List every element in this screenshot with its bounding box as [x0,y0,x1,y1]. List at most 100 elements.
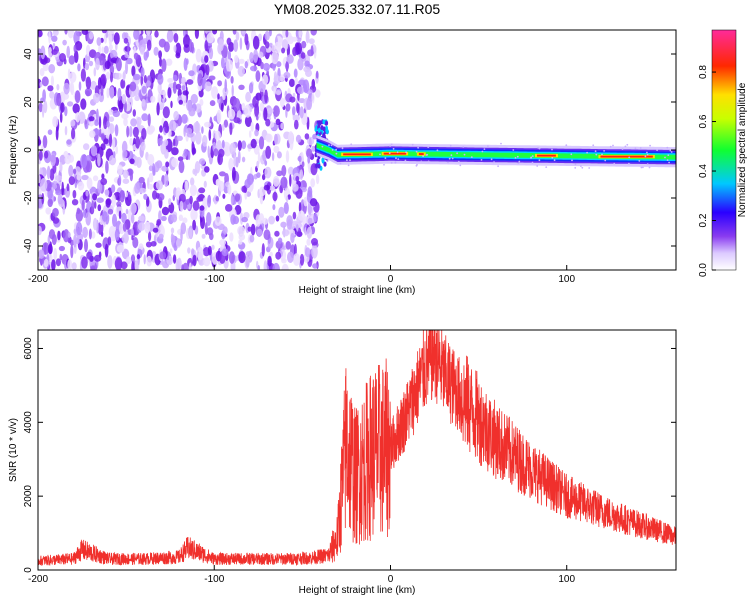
noise-blob [170,227,175,234]
noise-blob [180,76,186,85]
noise-blob [93,67,97,77]
noise-blob [109,64,115,75]
noise-blob [204,81,212,92]
signal-speckle [436,149,439,152]
noise-blob [268,215,275,225]
noise-blob [280,176,288,189]
signal-speckle [350,143,353,146]
noise-blob [57,230,61,241]
noise-blob [80,68,86,82]
noise-blob [144,221,151,234]
noise-blob [134,182,141,194]
noise-blob [141,85,147,94]
noise-blob [221,57,225,69]
signal-speckle [470,156,473,159]
noise-blob [219,239,227,246]
noise-blob [52,183,58,189]
signal-speckle [646,153,649,156]
noise-blob [101,173,105,180]
noise-blob [275,251,282,260]
noise-blob [299,106,304,119]
noise-blob [269,185,276,191]
noise-blob [114,257,123,270]
noise-blob [133,30,140,40]
noise-blob [113,32,120,45]
noise-blob [166,30,174,43]
noise-blob [77,181,85,191]
noise-blob [285,30,289,38]
noise-blob [297,57,304,71]
signal-speckle [335,148,337,151]
noise-blob [191,248,195,256]
noise-blob [241,30,246,34]
noise-blob [52,42,56,49]
noise-blob [73,44,77,53]
noise-blob [248,82,254,94]
spectrogram-x-ticks: -200 -100 0 100 [28,265,576,285]
noise-blob [199,205,205,211]
noise-blob [114,124,119,137]
x-tick-label: 100 [558,574,575,585]
noise-blob [73,50,79,63]
noise-blob [201,233,206,239]
signal-speckle [594,150,597,153]
noise-blob [39,81,43,88]
signal-speckle [456,152,458,155]
noise-blob [41,104,45,118]
noise-blob [71,199,79,206]
noise-blob [161,58,167,72]
noise-blob [47,129,53,135]
signal-speckle [448,157,451,160]
noise-blob [109,86,115,99]
noise-blob [156,219,162,226]
noise-blob [202,135,208,147]
noise-blob [120,79,126,89]
noise-blob [49,91,55,99]
noise-blob [273,133,278,145]
noise-blob [216,178,221,186]
signal-speckle [601,153,603,156]
signal-speckle [574,163,577,166]
noise-blob [298,155,302,163]
signal-speckle [392,147,395,150]
noise-blob [257,151,261,165]
noise-blob [189,228,193,240]
noise-blob [317,163,321,169]
noise-blob [97,153,101,167]
noise-blob [286,54,294,64]
noise-blob [121,113,129,120]
noise-blob [295,42,303,55]
noise-blob [235,31,240,41]
noise-blob [263,184,271,191]
noise-blob [84,123,89,130]
signal-speckle [405,151,407,154]
noise-blob [64,125,68,136]
signal-speckle [649,144,651,147]
noise-blob [77,63,81,72]
signal-speckle [415,150,418,153]
noise-blob [255,92,262,101]
noise-blob [176,135,183,141]
noise-blob [265,133,273,143]
y-tick-label: 40 [23,48,34,60]
signal-speckle [341,147,344,150]
noise-blob [38,249,45,259]
noise-blob [230,214,236,225]
noise-blob [128,125,133,138]
noise-blob [292,92,296,98]
noise-blob [86,177,93,190]
noise-blob [276,61,282,68]
noise-blob [47,198,53,208]
noise-blob [189,39,193,53]
noise-blob [281,229,290,237]
noise-blob [177,156,184,162]
noise-blob [108,225,117,238]
noise-blob [96,108,99,123]
snr-ylabel: SNR (10 * v/v) [8,418,19,482]
signal-speckle [595,153,598,156]
noise-blob [85,76,92,90]
noise-blob [241,102,246,111]
signal-speckle [581,166,584,169]
signal-peak-red [600,155,653,158]
